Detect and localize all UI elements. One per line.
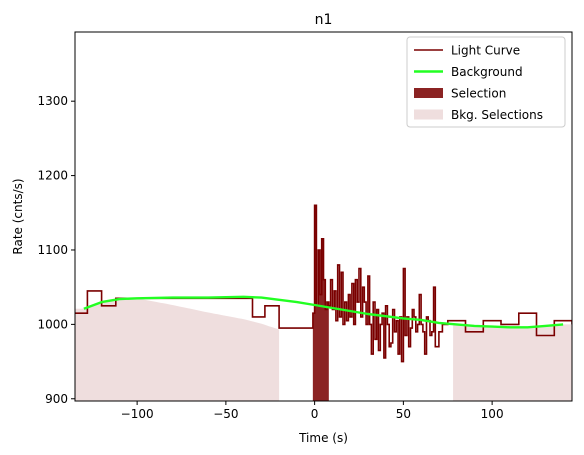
bkg-selection-region <box>75 298 280 401</box>
legend-swatch <box>414 109 443 120</box>
x-tick-label: −50 <box>213 407 238 421</box>
legend-label: Background <box>451 65 523 79</box>
plot-area <box>75 204 572 401</box>
y-tick-label: 1300 <box>37 94 68 108</box>
x-tick-label: 0 <box>311 407 319 421</box>
legend: Light Curve Background Selection Bkg. Selec… <box>406 36 566 128</box>
y-tick-label: 1000 <box>37 317 68 331</box>
plot-clip <box>75 204 572 401</box>
legend-label: Bkg. Selections <box>451 108 543 122</box>
x-tick-label: 50 <box>396 407 411 421</box>
y-tick-label: 1200 <box>37 169 68 183</box>
background-line <box>83 295 564 329</box>
chart-title: n1 <box>315 12 333 28</box>
axes-frame <box>74 31 573 402</box>
legend-label: Light Curve <box>451 44 520 58</box>
axes: −100 −50 0 50 100 900 1000 1100 1200 1300 <box>37 31 573 421</box>
legend-label: Selection <box>451 87 506 101</box>
x-tick-label: 100 <box>481 407 504 421</box>
selection-region <box>312 205 329 401</box>
x-tick-label: −100 <box>121 407 154 421</box>
x-axis-label: Time (s) <box>298 431 348 445</box>
bkg-selection-region <box>453 324 572 401</box>
legend-swatch <box>414 88 443 98</box>
legend-box <box>406 36 566 128</box>
y-tick-label: 900 <box>45 392 68 406</box>
y-axis-label: Rate (cnts/s) <box>11 178 25 254</box>
light-curve-line <box>75 204 572 363</box>
y-tick-label: 1100 <box>37 243 68 257</box>
